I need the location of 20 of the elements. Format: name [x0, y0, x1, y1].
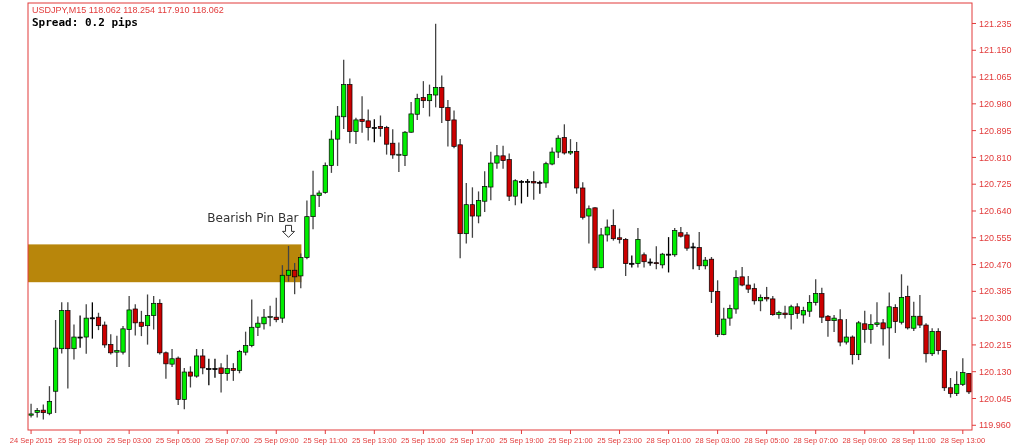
chart-title: USDJPY,M15 118.062 118.254 117.910 118.062: [32, 5, 224, 15]
y-tick-label: 120.130: [979, 366, 1012, 377]
y-tick-label: 120.725: [979, 179, 1012, 190]
candlestick: [28, 403, 34, 418]
y-tick-label: 120.640: [979, 206, 1012, 217]
y-tick-label: 121.235: [979, 18, 1012, 29]
y-tick-label: 120.300: [979, 313, 1012, 324]
y-tick-label: 120.215: [979, 340, 1012, 351]
y-tick-label: 119.960: [979, 420, 1011, 431]
y-tick-label: 120.385: [979, 286, 1012, 297]
y-tick-label: 120.980: [979, 98, 1012, 109]
annotation: Spread: 0.2 pips: [32, 16, 138, 29]
y-tick-label: 120.895: [979, 125, 1012, 136]
y-tick-label: 120.045: [979, 393, 1012, 404]
y-tick-label: 121.065: [979, 72, 1012, 83]
y-tick-label: 120.555: [979, 232, 1012, 243]
band-label: Bearish Pin Bar: [207, 211, 299, 226]
y-tick-label: 121.150: [979, 45, 1012, 56]
y-tick-label: 120.810: [979, 152, 1012, 163]
y-tick-label: 120.470: [979, 259, 1012, 270]
